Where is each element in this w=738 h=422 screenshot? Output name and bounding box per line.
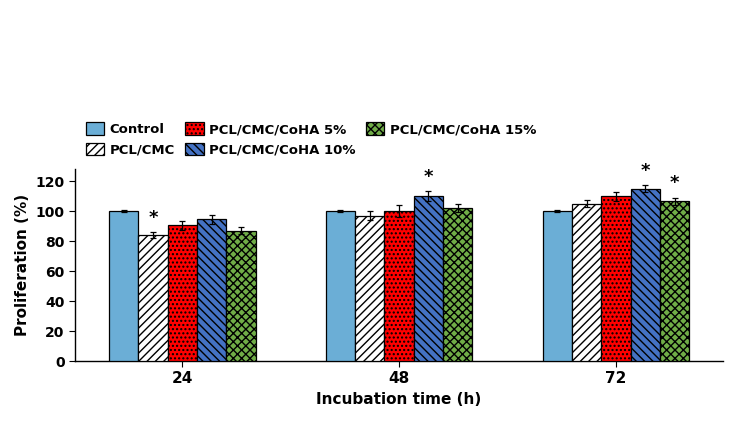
Text: *: * bbox=[424, 168, 433, 186]
Bar bbox=[227, 231, 255, 361]
Legend: Control, PCL/CMC, PCL/CMC/CoHA 5%, PCL/CMC/CoHA 10%, PCL/CMC/CoHA 15%: Control, PCL/CMC, PCL/CMC/CoHA 5%, PCL/C… bbox=[82, 118, 540, 160]
X-axis label: Incubation time (h): Incubation time (h) bbox=[317, 392, 482, 407]
Bar bbox=[138, 235, 168, 361]
Bar bbox=[630, 189, 660, 361]
Bar bbox=[355, 216, 384, 361]
Bar bbox=[414, 196, 443, 361]
Text: *: * bbox=[641, 162, 650, 180]
Y-axis label: Proliferation (%): Proliferation (%) bbox=[15, 194, 30, 336]
Text: *: * bbox=[670, 174, 679, 192]
Bar bbox=[384, 211, 414, 361]
Bar bbox=[601, 196, 630, 361]
Bar bbox=[660, 201, 689, 361]
Bar bbox=[197, 219, 227, 361]
Bar bbox=[325, 211, 355, 361]
Bar bbox=[168, 225, 197, 361]
Bar bbox=[443, 208, 472, 361]
Bar bbox=[109, 211, 138, 361]
Text: *: * bbox=[148, 209, 158, 227]
Bar bbox=[572, 204, 601, 361]
Bar bbox=[542, 211, 572, 361]
